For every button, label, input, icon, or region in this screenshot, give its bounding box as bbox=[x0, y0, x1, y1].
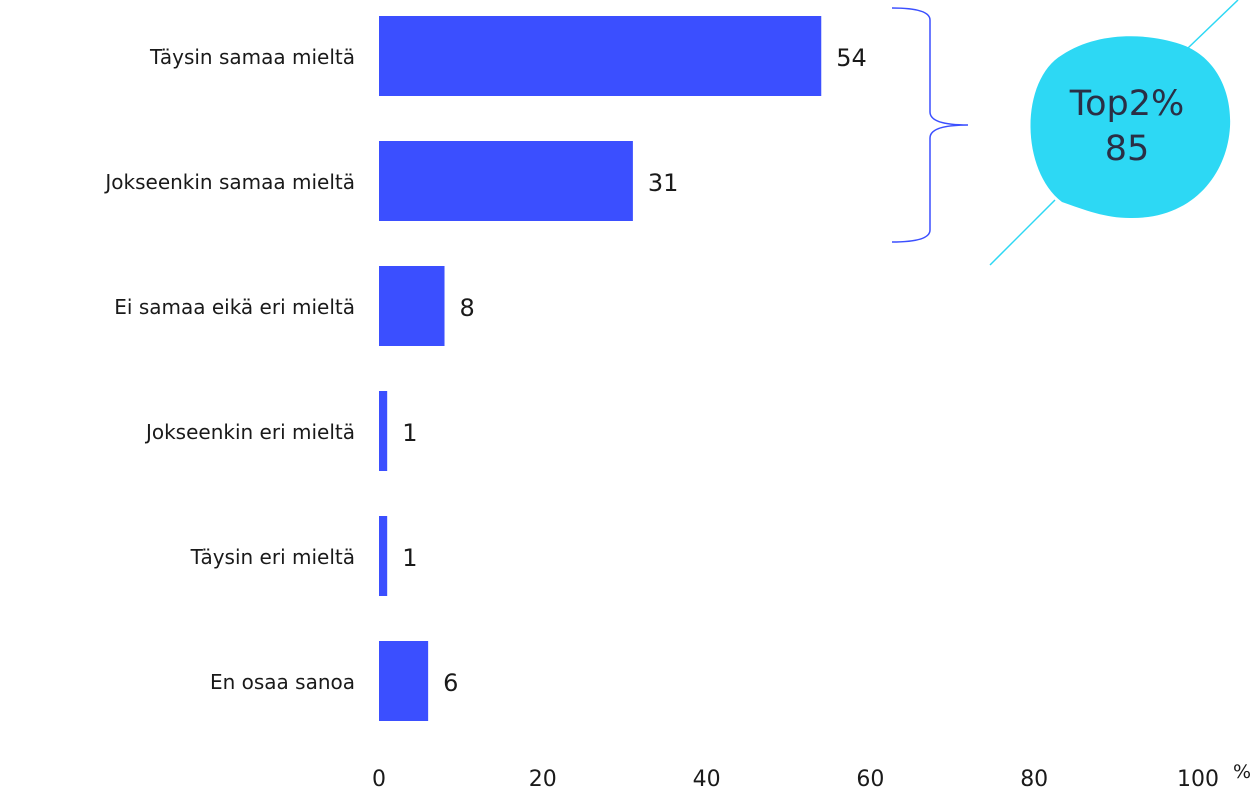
bubble-shape bbox=[1030, 36, 1231, 219]
category-label: Täysin eri mieltä bbox=[190, 545, 355, 569]
value-label: 1 bbox=[402, 544, 417, 572]
top2-brace bbox=[891, 7, 969, 243]
category-label: Täysin samaa mieltä bbox=[149, 45, 355, 69]
value-label: 31 bbox=[648, 169, 679, 197]
value-label: 1 bbox=[402, 419, 417, 447]
bubble-label: Top2% bbox=[1069, 84, 1185, 124]
category-labels: Täysin samaa mieltä Jokseenkin samaa miel… bbox=[103, 45, 355, 694]
x-tick-label: 100 bbox=[1177, 767, 1219, 788]
x-tick-label: 40 bbox=[693, 767, 721, 788]
value-label: 54 bbox=[836, 44, 867, 72]
bars-layer bbox=[379, 16, 822, 721]
category-label: En osaa sanoa bbox=[210, 670, 355, 694]
category-label: Jokseenkin eri mieltä bbox=[144, 420, 355, 444]
bubble-tail-lower bbox=[989, 199, 1056, 266]
bar bbox=[379, 641, 429, 721]
bar bbox=[379, 266, 445, 346]
category-label: Ei samaa eikä eri mieltä bbox=[114, 295, 355, 319]
bar bbox=[379, 516, 388, 596]
bubble-value: 85 bbox=[1105, 129, 1150, 169]
bar bbox=[379, 16, 822, 96]
bubble-tail-upper bbox=[1187, 0, 1239, 49]
category-label: Jokseenkin samaa mieltä bbox=[103, 170, 355, 194]
x-tick-label: 0 bbox=[372, 767, 386, 788]
top2-bubble: Top2% 85 bbox=[989, 0, 1239, 266]
bar bbox=[379, 391, 388, 471]
x-tick-label: 60 bbox=[856, 767, 884, 788]
x-tick-label: 20 bbox=[529, 767, 557, 788]
x-axis-tick-labels: 0 20 40 60 80 100 bbox=[372, 767, 1219, 788]
x-tick-label: 80 bbox=[1020, 767, 1048, 788]
value-label: 8 bbox=[460, 294, 475, 322]
bar bbox=[379, 141, 633, 221]
value-label: 6 bbox=[443, 669, 458, 697]
value-labels: 54 31 8 1 1 6 bbox=[402, 44, 867, 697]
x-axis-unit-label: % bbox=[1233, 761, 1251, 783]
